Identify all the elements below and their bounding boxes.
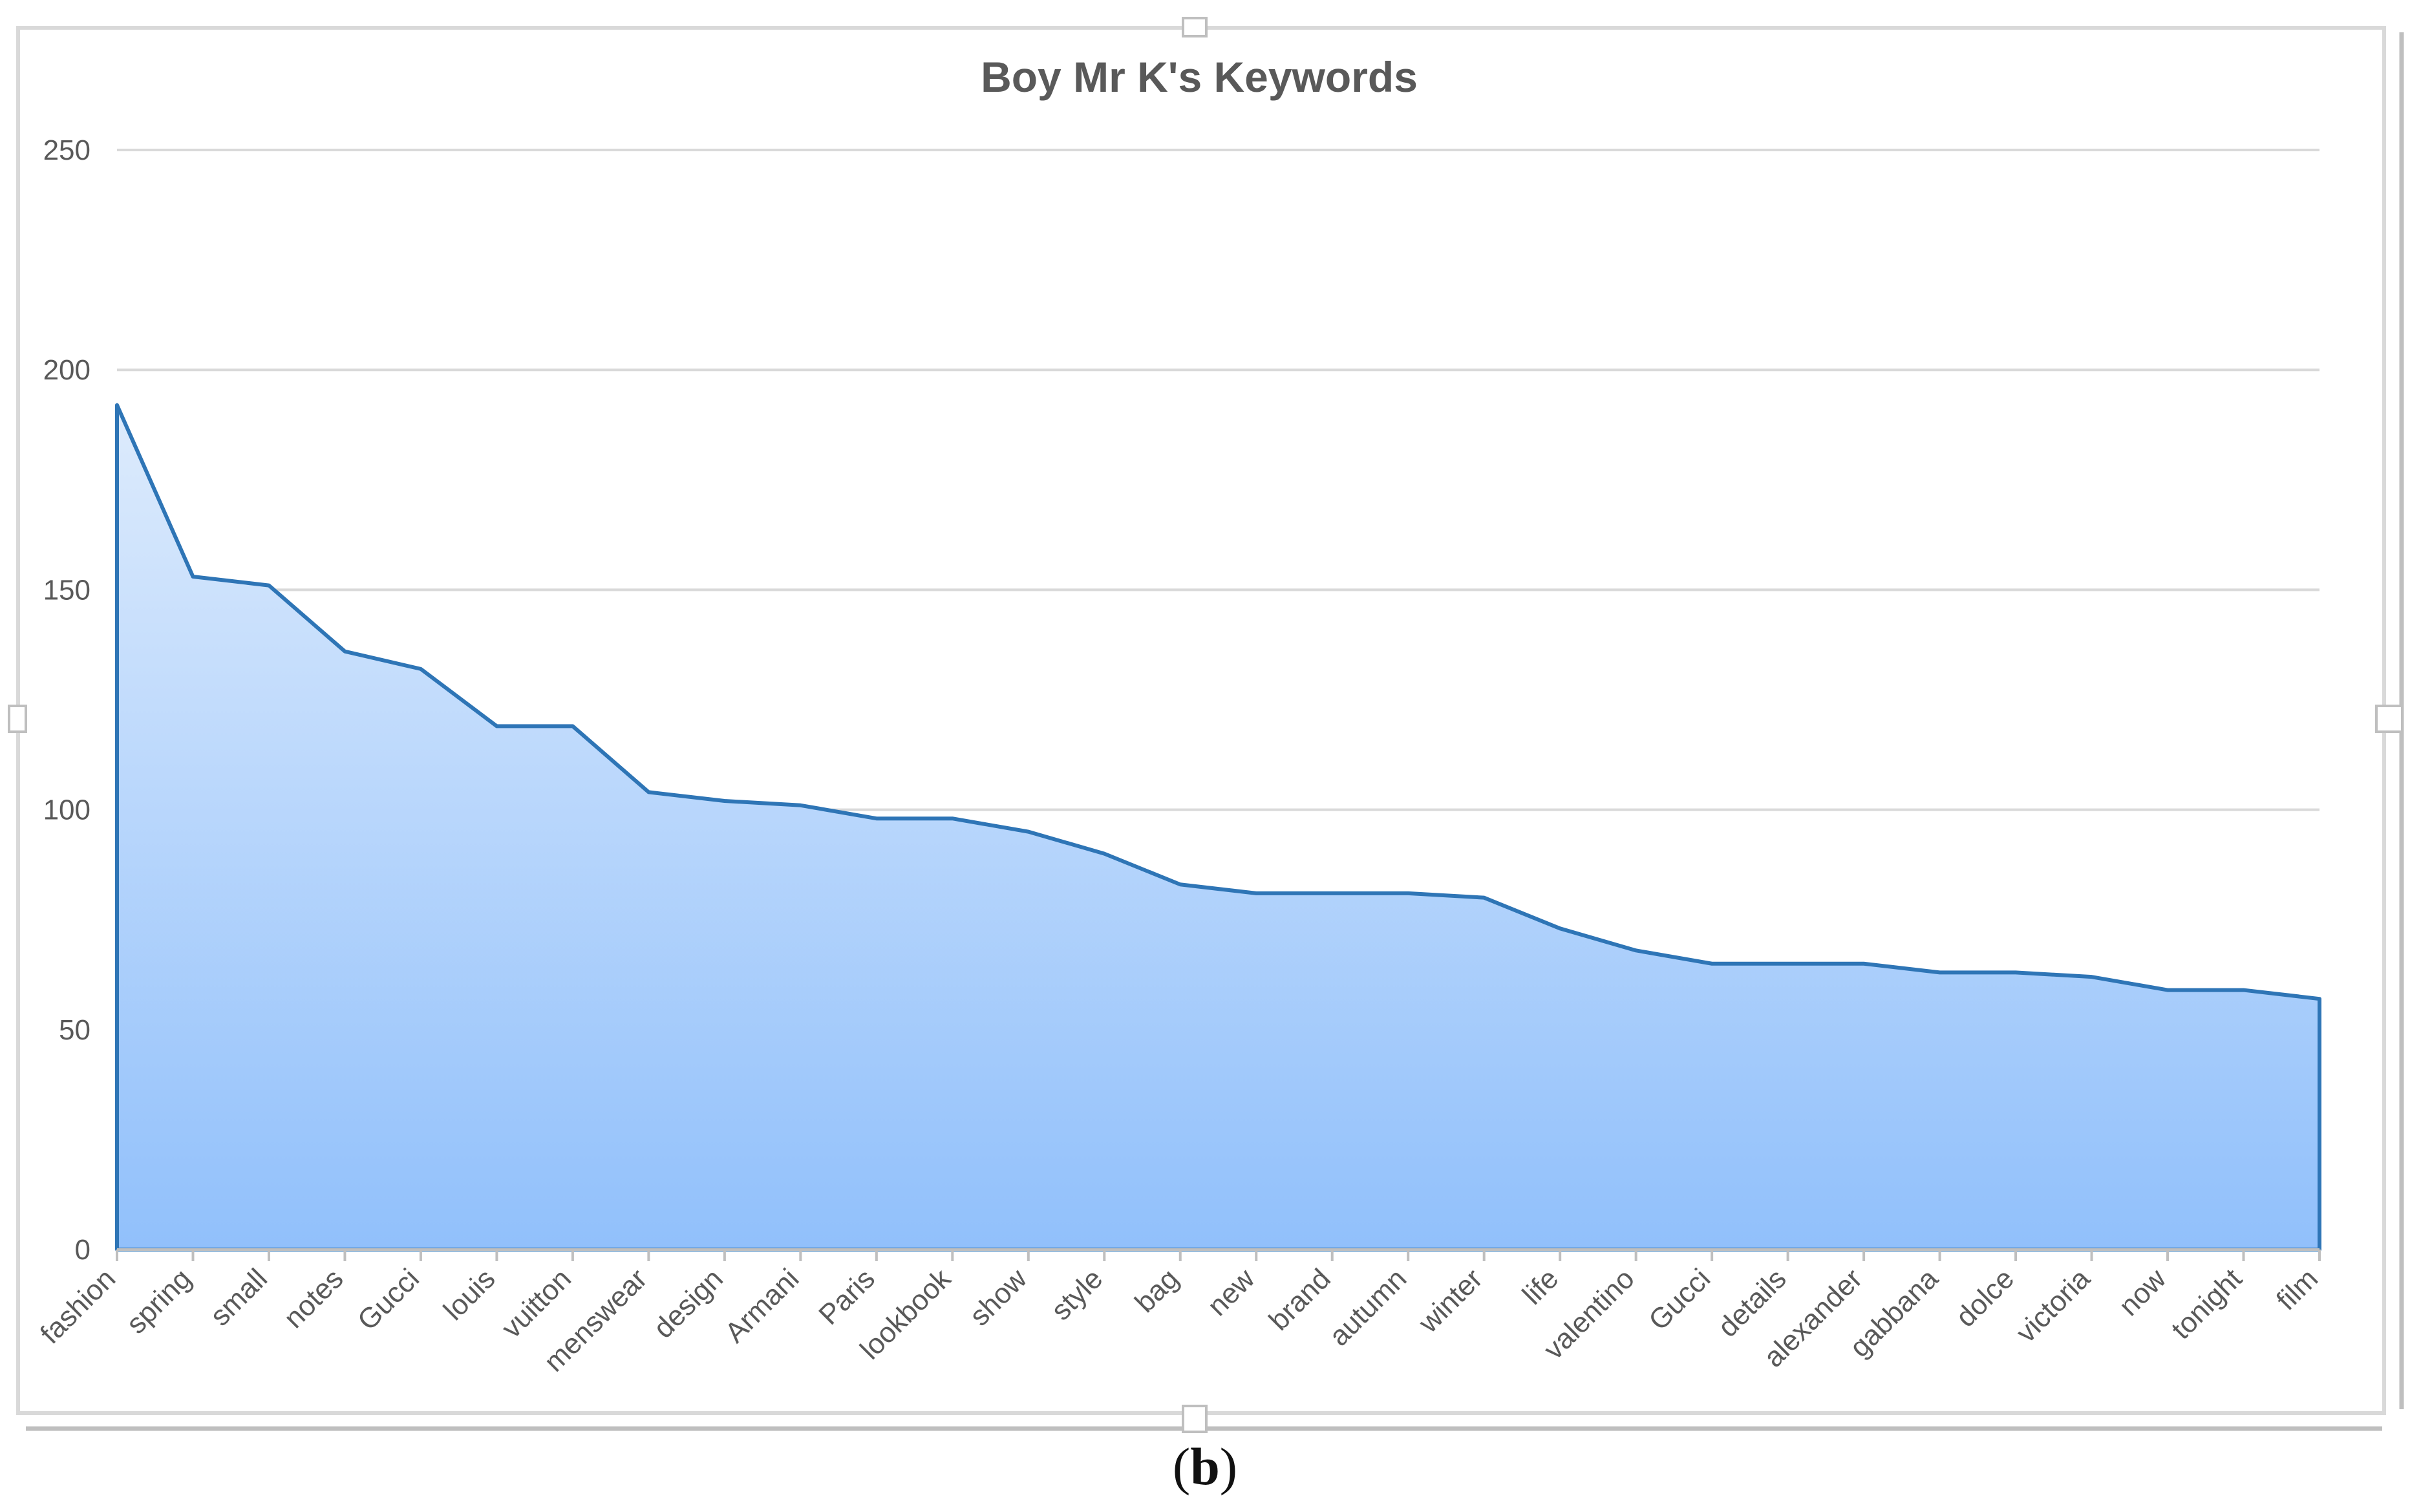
data-point: [114, 403, 120, 408]
data-point: [1861, 961, 1866, 966]
data-point: [1482, 895, 1487, 900]
x-tick-label: spring: [120, 1262, 197, 1339]
data-point: [1330, 891, 1335, 896]
area-fill: [115, 403, 2321, 1251]
y-tick-label: 100: [43, 794, 91, 826]
data-point: [874, 816, 879, 821]
data-point: [1178, 882, 1183, 887]
x-tick-label: notes: [278, 1262, 350, 1334]
data-point: [2089, 974, 2095, 979]
x-tick-label: style: [1045, 1262, 1109, 1326]
data-point: [950, 816, 955, 821]
caption-letter: b: [1190, 1437, 1220, 1496]
resize-handle-left[interactable]: [8, 705, 27, 733]
x-tick-label: Gucci: [1643, 1262, 1716, 1336]
y-tick-label: 200: [43, 354, 91, 386]
x-tick-label: autumn: [1323, 1262, 1413, 1352]
data-point: [2317, 996, 2322, 1001]
x-tick-label: Paris: [813, 1262, 881, 1331]
x-tick-label: now: [2113, 1262, 2172, 1322]
x-tick-label: Armani: [719, 1262, 805, 1348]
data-point: [266, 583, 272, 588]
x-tick-label: brand: [1263, 1262, 1337, 1336]
area-series: [115, 403, 2321, 1251]
x-tick-label: new: [1202, 1262, 1261, 1322]
chart-title: Boy Mr K's Keywords: [981, 53, 1418, 101]
resize-handle-right[interactable]: [2375, 705, 2404, 733]
x-tick-label: victoria: [2010, 1262, 2096, 1349]
data-point: [570, 723, 575, 729]
figure-caption: (b): [0, 1436, 2410, 1497]
data-point: [1102, 851, 1107, 857]
data-point: [494, 723, 499, 729]
data-point: [1405, 891, 1411, 896]
data-point: [2165, 988, 2170, 993]
data-point: [1709, 961, 1714, 966]
data-point: [1026, 829, 1031, 835]
y-tick-label: 0: [75, 1234, 91, 1266]
data-point: [1786, 961, 1791, 966]
x-tick-label: small: [204, 1262, 273, 1332]
x-tick-label: film: [2270, 1262, 2324, 1316]
data-point: [418, 666, 423, 672]
resize-handle-top[interactable]: [1182, 17, 1208, 37]
data-point: [646, 789, 651, 794]
y-tick-label: 250: [43, 134, 91, 166]
x-tick-label: tonight: [2166, 1262, 2248, 1345]
caption-close: ): [1219, 1437, 1238, 1496]
resize-handle-bottom[interactable]: [1182, 1405, 1208, 1433]
data-point: [1557, 926, 1562, 931]
data-point: [190, 574, 195, 579]
x-tick-label: Gucci: [352, 1262, 425, 1336]
data-point: [1937, 970, 1943, 975]
caption-open: (: [1172, 1437, 1191, 1496]
x-tick-label: fashion: [34, 1262, 122, 1350]
y-tick-label: 50: [59, 1014, 91, 1046]
data-point: [2241, 988, 2246, 993]
data-point: [2013, 970, 2018, 975]
x-tick-label: louis: [438, 1262, 502, 1326]
x-tick-label: winter: [1412, 1262, 1488, 1339]
x-axis: [116, 1248, 2321, 1261]
x-tick-label: show: [964, 1262, 1033, 1332]
y-tick-label: 150: [43, 574, 91, 606]
data-point: [1634, 948, 1639, 953]
data-point: [798, 803, 803, 808]
x-tick-label: design: [648, 1262, 729, 1344]
x-tick-label: bag: [1129, 1262, 1185, 1319]
y-axis-tick-labels: 0 50 100 150 200 250: [43, 134, 91, 1266]
x-tick-label: life: [1517, 1262, 1564, 1310]
data-point: [342, 649, 347, 654]
data-point: [722, 798, 727, 804]
x-tick-label: dolce: [1950, 1262, 2020, 1333]
data-point: [1253, 891, 1259, 896]
